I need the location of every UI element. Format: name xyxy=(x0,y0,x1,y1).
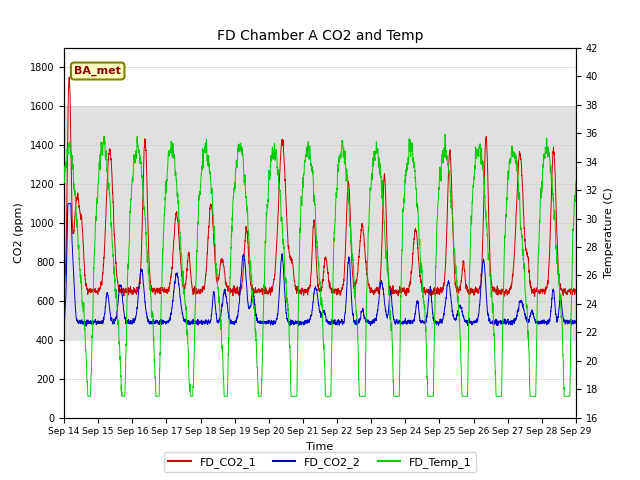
Text: BA_met: BA_met xyxy=(74,66,121,76)
Y-axis label: CO2 (ppm): CO2 (ppm) xyxy=(14,203,24,263)
Legend: FD_CO2_1, FD_CO2_2, FD_Temp_1: FD_CO2_1, FD_CO2_2, FD_Temp_1 xyxy=(164,452,476,472)
Bar xyxy=(64,107,576,340)
Y-axis label: Temperature (C): Temperature (C) xyxy=(604,187,614,278)
X-axis label: Time: Time xyxy=(307,442,333,452)
Title: FD Chamber A CO2 and Temp: FD Chamber A CO2 and Temp xyxy=(217,29,423,43)
